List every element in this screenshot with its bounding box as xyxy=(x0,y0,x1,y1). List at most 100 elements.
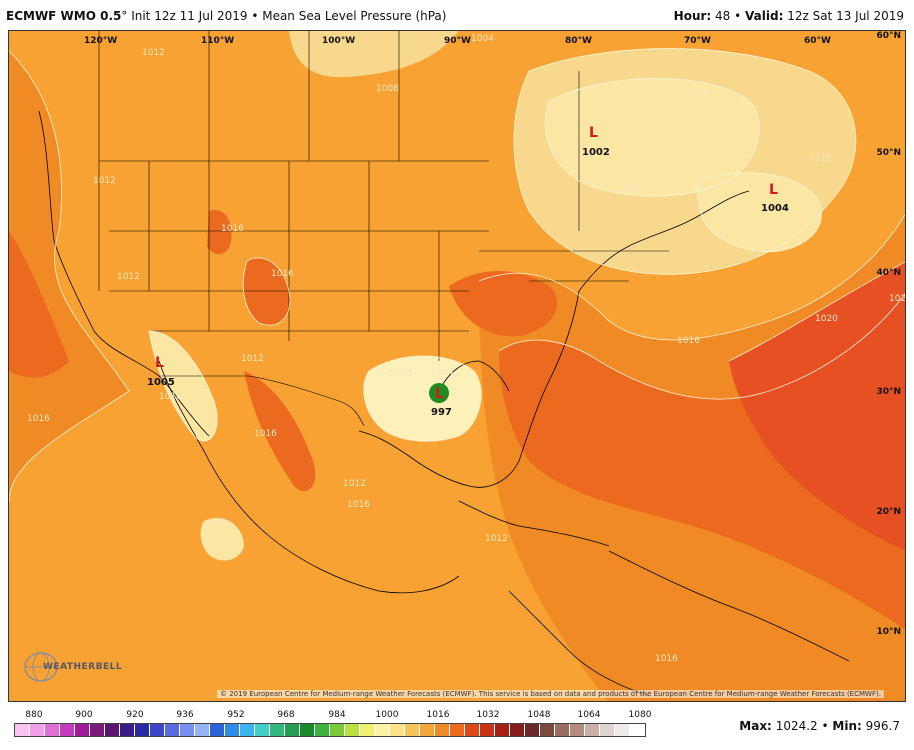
legend-tick: 920 xyxy=(126,710,144,720)
weatherbell-logo: WEATHERBELL xyxy=(21,647,122,687)
legend-swatch xyxy=(480,724,495,736)
contour-label: 1008 xyxy=(617,184,640,194)
band-1024-atlantic xyxy=(729,262,905,551)
lat-label-30n: 30°N xyxy=(876,387,901,397)
legend-color-bar xyxy=(14,723,646,737)
tropical-storm-marker xyxy=(429,383,449,403)
legend-swatch xyxy=(405,724,420,736)
contour-label: 1016 xyxy=(159,392,182,402)
legend-swatch xyxy=(615,724,630,736)
legend-tick: 1032 xyxy=(476,710,500,720)
map-canvas xyxy=(9,31,905,701)
legend-swatch xyxy=(570,724,585,736)
valid-label: Valid: xyxy=(745,9,784,23)
contour-label-layer: 1012 1008 1004 1004 1012 1008 1016 1016 … xyxy=(27,34,906,664)
band-1004-maritimes xyxy=(697,172,822,252)
contour-label: 1016 xyxy=(254,429,277,439)
legend-tick: 968 xyxy=(277,710,295,720)
isobars xyxy=(9,48,905,502)
legend-swatch xyxy=(180,724,195,736)
legend-swatch xyxy=(630,724,645,736)
lon-label-90w: 90°W xyxy=(444,36,471,46)
legend-tick: 900 xyxy=(75,710,93,720)
legend-swatch xyxy=(330,724,345,736)
logo-globe-icon xyxy=(24,652,58,682)
legend-tick: 1064 xyxy=(577,710,601,720)
legend-swatch xyxy=(75,724,90,736)
legend-swatch xyxy=(105,724,120,736)
low-value: 1004 xyxy=(761,203,789,214)
band-1020-pacific xyxy=(9,231,69,378)
time-separator: • xyxy=(730,9,746,23)
band-1008-canada xyxy=(289,31,459,78)
field-name: Mean Sea Level Pressure (hPa) xyxy=(262,9,447,23)
contour-label: 1004 xyxy=(687,87,710,97)
legend-swatch xyxy=(510,724,525,736)
legend-tick: 1000 xyxy=(375,710,399,720)
legend-swatch xyxy=(195,724,210,736)
legend-tick: 880 xyxy=(25,710,43,720)
band-1004-gulf xyxy=(363,356,482,442)
pressure-map: 120°W 110°W 100°W 90°W 80°W 70°W 60°W 60… xyxy=(8,30,906,702)
contour-label: 1020 xyxy=(815,314,838,324)
lat-label-40n: 40°N xyxy=(876,268,901,278)
legend-swatch xyxy=(240,724,255,736)
max-label: Max: xyxy=(739,719,772,733)
copyright-notice: © 2019 European Centre for Medium-range … xyxy=(217,690,884,698)
legend-swatch xyxy=(450,724,465,736)
lon-label-120w: 120°W xyxy=(84,36,118,46)
lon-label-70w: 70°W xyxy=(684,36,711,46)
legend-swatch xyxy=(120,724,135,736)
legend-swatch xyxy=(270,724,285,736)
contour-label: 1016 xyxy=(677,336,700,346)
model-name: ECMWF WMO 0.5 xyxy=(6,9,122,23)
contour-label: 1012 xyxy=(93,176,116,186)
low-value: 997 xyxy=(431,407,452,418)
low-symbol: L xyxy=(155,355,164,371)
low-value: 1002 xyxy=(582,147,610,158)
contour-label: 1008 xyxy=(205,519,228,529)
legend-swatch xyxy=(165,724,180,736)
legend-swatch xyxy=(300,724,315,736)
legend-swatch xyxy=(60,724,75,736)
contour-label: 1012 xyxy=(117,272,140,282)
contour-label: 1004 xyxy=(471,34,494,44)
contour-label: 1024 xyxy=(889,294,906,304)
lon-label-100w: 100°W xyxy=(322,36,356,46)
legend-swatch xyxy=(345,724,360,736)
band-1016-four-corners xyxy=(243,257,290,326)
legend-swatch xyxy=(150,724,165,736)
pressure-legend: 880 900 920 936 952 968 984 1000 1016 10… xyxy=(8,708,658,748)
min-value: 996.7 xyxy=(865,719,900,733)
chart-title: ECMWF WMO 0.5° Init 12z 11 Jul 2019 • Me… xyxy=(6,9,446,23)
band-1016-nevada xyxy=(207,210,232,255)
lat-label-60n: 60°N xyxy=(876,31,901,41)
contour-label: 1012 xyxy=(343,479,366,489)
contour-label: 1016 xyxy=(271,269,294,279)
logo-text: WEATHERBELL xyxy=(43,662,123,672)
lat-label-20n: 20°N xyxy=(876,507,901,517)
legend-tick: 952 xyxy=(227,710,245,720)
init-time: Init 12z 11 Jul 2019 xyxy=(131,9,248,23)
legend-swatch xyxy=(585,724,600,736)
legend-swatch xyxy=(135,724,150,736)
band-1008-baja xyxy=(149,331,218,442)
legend-tick: 984 xyxy=(328,710,346,720)
contour-label: 1016 xyxy=(221,224,244,234)
legend-swatch xyxy=(495,724,510,736)
legend-tick: 936 xyxy=(176,710,194,720)
legend-swatch xyxy=(225,724,240,736)
political-borders xyxy=(98,31,669,427)
legend-swatch xyxy=(435,724,450,736)
contour-label: 1008 xyxy=(389,369,412,379)
degree-symbol: ° xyxy=(121,9,128,23)
lon-label-80w: 80°W xyxy=(565,36,592,46)
legend-swatch xyxy=(45,724,60,736)
band-1016-west-coast xyxy=(9,51,129,501)
contour-label: 1012 xyxy=(809,154,832,164)
contour-label: 1012 xyxy=(485,534,508,544)
band-1016-mexico xyxy=(244,371,316,492)
forecast-time: Hour: 48 • Valid: 12z Sat 13 Jul 2019 xyxy=(674,9,904,23)
lon-label-60w: 60°W xyxy=(804,36,831,46)
title-separator: • xyxy=(247,9,263,23)
